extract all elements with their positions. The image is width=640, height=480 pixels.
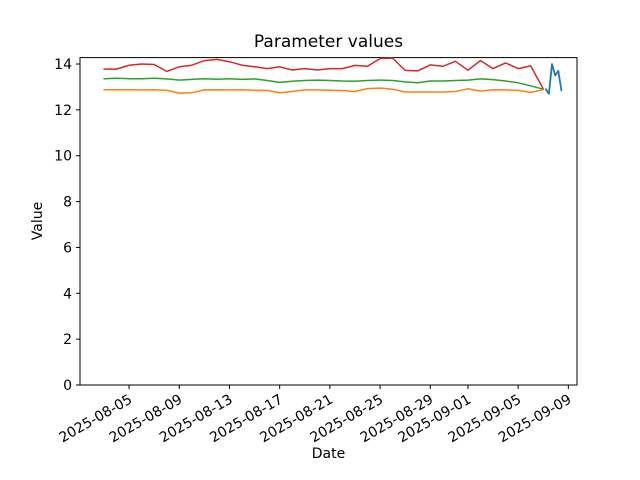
x-axis-label: Date <box>311 446 346 462</box>
series-line-green <box>103 77 544 90</box>
y-tick-label: 6 <box>63 240 72 256</box>
y-tick-label: 4 <box>63 286 72 302</box>
y-tick-label: 12 <box>54 103 72 119</box>
y-tick-label: 2 <box>63 332 72 348</box>
y-tick-label: 8 <box>63 195 72 211</box>
y-tick-label: 14 <box>54 57 72 73</box>
series-line-orange <box>103 87 544 94</box>
y-tick-label: 10 <box>54 149 72 165</box>
series-line-red <box>103 57 544 90</box>
y-tick-label: 0 <box>63 378 72 394</box>
chart-title: Parameter values <box>253 32 404 52</box>
y-axis-label: Value <box>30 201 46 241</box>
plot-border <box>79 57 578 386</box>
series-line-blue <box>544 63 563 95</box>
